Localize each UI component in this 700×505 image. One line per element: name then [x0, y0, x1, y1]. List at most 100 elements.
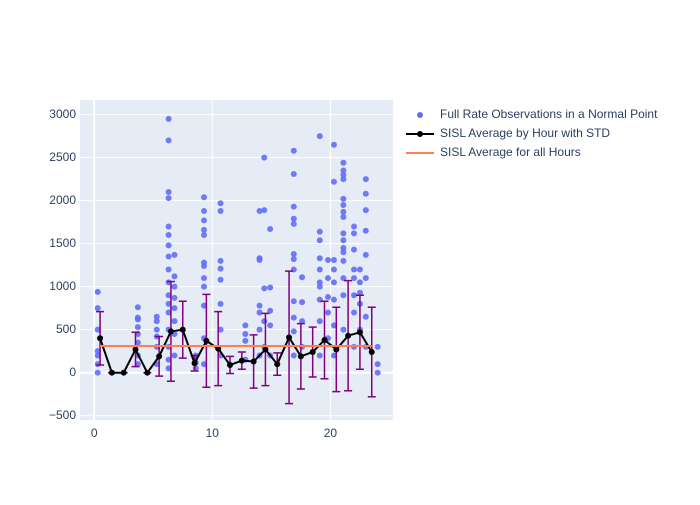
scatter-point	[330, 322, 337, 329]
scatter-point	[217, 200, 224, 207]
scatter-point	[217, 326, 224, 333]
line-point	[167, 328, 174, 335]
scatter-point	[153, 318, 160, 325]
scatter-point	[374, 369, 381, 376]
scatter-point	[94, 305, 101, 312]
scatter-point	[256, 257, 263, 263]
scatter-point	[340, 171, 347, 178]
scatter-point	[165, 266, 172, 273]
scatter-point	[330, 279, 337, 286]
scatter-point	[330, 257, 337, 263]
scatter-point	[316, 318, 323, 325]
scatter-point	[165, 300, 172, 307]
legend-label: SISL Average for all Hours	[440, 145, 581, 159]
scatter-point	[134, 304, 141, 311]
scatter-point	[201, 361, 208, 368]
scatter-point	[340, 257, 347, 264]
scatter-point	[134, 361, 141, 368]
scatter-point	[261, 154, 268, 161]
scatter-point	[201, 226, 208, 233]
scatter-point	[94, 348, 101, 355]
scatter-point	[217, 300, 224, 307]
scatter-point	[330, 352, 337, 359]
scatter-point	[290, 328, 297, 335]
scatter-point	[362, 251, 369, 258]
scatter-point	[351, 230, 358, 237]
line-point	[179, 326, 186, 333]
x-tick-label: 20	[324, 426, 338, 440]
x-tick-label: 10	[206, 426, 220, 440]
scatter-point	[165, 137, 172, 144]
scatter-point	[340, 208, 347, 215]
scatter-point	[171, 318, 178, 325]
scatter-point	[351, 292, 358, 299]
scatter-point	[316, 266, 323, 273]
scatter-point	[267, 322, 274, 329]
y-tick-label: 1500	[49, 236, 76, 250]
scatter-point	[171, 283, 178, 290]
scatter-point	[340, 195, 347, 202]
scatter-point	[267, 226, 274, 233]
scatter-point	[362, 227, 369, 234]
scatter-point	[356, 279, 363, 286]
scatter-point	[340, 213, 347, 220]
legend: Full Rate Observations in a Normal Point…	[406, 107, 658, 159]
scatter-point	[201, 302, 208, 309]
scatter-point	[316, 279, 323, 286]
scatter-point	[362, 176, 369, 183]
scatter-point	[165, 365, 172, 372]
scatter-point	[299, 299, 306, 306]
line-point	[274, 361, 281, 368]
scatter-point	[261, 207, 268, 214]
scatter-point	[290, 147, 297, 154]
scatter-point	[153, 313, 160, 320]
scatter-point	[201, 217, 208, 224]
scatter-point	[171, 273, 178, 280]
scatter-point	[299, 274, 306, 281]
line-point	[144, 369, 151, 376]
scatter-point	[165, 189, 172, 196]
scatter-point	[340, 249, 347, 256]
scatter-point	[362, 275, 369, 282]
scatter-point	[165, 242, 172, 249]
marks	[94, 115, 381, 405]
scatter-point	[340, 230, 347, 237]
line-point	[120, 369, 127, 376]
scatter-point	[290, 170, 297, 177]
scatter-point	[165, 232, 172, 239]
scatter-point	[330, 296, 337, 303]
scatter-point	[134, 324, 141, 331]
line-point	[333, 346, 340, 353]
scatter-point	[267, 284, 274, 291]
scatter-point	[290, 352, 297, 359]
x-tick-label: 0	[91, 426, 98, 440]
legend-symbol	[417, 131, 423, 137]
scatter-point	[340, 167, 347, 174]
scatter-point	[217, 207, 224, 214]
scatter-point	[316, 133, 323, 140]
scatter-point	[362, 313, 369, 320]
scatter-point	[340, 244, 347, 251]
scatter-point	[340, 201, 347, 208]
scatter-point	[94, 369, 101, 376]
scatter-point	[134, 339, 141, 346]
scatter-point	[340, 176, 347, 183]
scatter-point	[201, 194, 208, 201]
scatter-point	[171, 251, 178, 258]
scatter-point	[316, 255, 323, 262]
scatter-point	[340, 237, 347, 244]
scatter-point	[256, 302, 263, 309]
scatter-point	[256, 326, 263, 333]
scatter-point	[316, 352, 323, 359]
scatter-point	[256, 309, 263, 316]
line-point	[309, 349, 316, 356]
scatter-point	[290, 220, 297, 227]
scatter-point	[351, 309, 358, 316]
scatter-point	[290, 298, 297, 305]
scatter-point	[94, 326, 101, 333]
scatter-point	[330, 266, 337, 273]
scatter-point	[299, 318, 306, 325]
scatter-point	[267, 307, 274, 314]
line-point	[215, 345, 222, 352]
